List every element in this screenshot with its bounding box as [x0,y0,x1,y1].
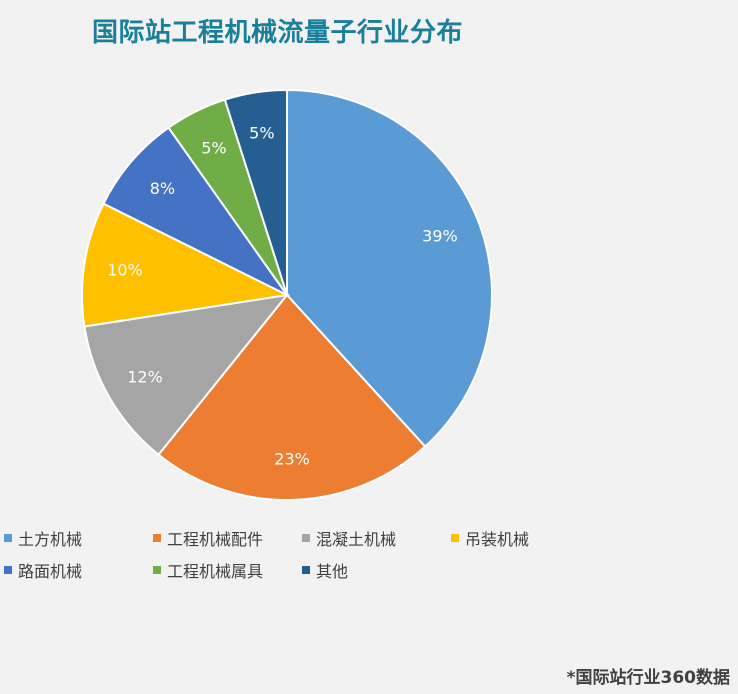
legend-label: 吊装机械 [465,530,530,549]
pie-chart: 39% 23% 12% 10% 8% 5% 5% [81,88,493,501]
pie-slice-4 [81,202,291,328]
pie-slice-3 [83,293,290,457]
legend: 土方机械 工程机械配件 混凝土机械 吊装机械路面机械 工程机械属具 其他 [0,526,738,596]
slice-label-2: 23% [274,449,310,468]
source-note: *国际站行业360数据 [566,668,730,688]
pie-slice-5 [102,126,288,296]
legend-item-3: 混凝土机械 [302,526,396,550]
legend-swatch [302,566,310,574]
slice-label-4: 10% [107,260,143,279]
pie-slice-7 [223,88,288,296]
slice-label-3: 12% [127,368,163,387]
legend-swatch [153,566,161,574]
legend-item-1: 土方机械 [4,526,82,550]
legend-swatch [302,534,310,542]
legend-label: 工程机械属具 [167,562,264,581]
pie-slice-2 [157,293,427,501]
legend-swatch [4,534,12,542]
legend-swatch [451,534,459,542]
legend-label: 土方机械 [18,530,83,549]
legend-item-6: 工程机械属具 [153,558,263,582]
legend-item-2: 工程机械配件 [153,526,263,550]
legend-item-7: 其他 [302,558,348,582]
legend-item-5: 路面机械 [4,558,82,582]
legend-swatch [4,566,12,574]
slice-label-5: 8% [150,179,175,198]
pie-slice-1 [286,88,493,448]
legend-label: 工程机械配件 [167,530,264,549]
slice-label-6: 5% [201,139,226,158]
legend-item-4: 吊装机械 [451,526,529,550]
legend-label: 混凝土机械 [316,530,397,549]
chart-title: 国际站工程机械流量子行业分布 [92,18,464,48]
legend-swatch [153,534,161,542]
legend-label: 路面机械 [18,562,83,581]
legend-label: 其他 [316,562,349,581]
slice-label-1: 39% [422,226,458,245]
slice-label-7: 5% [249,123,274,142]
